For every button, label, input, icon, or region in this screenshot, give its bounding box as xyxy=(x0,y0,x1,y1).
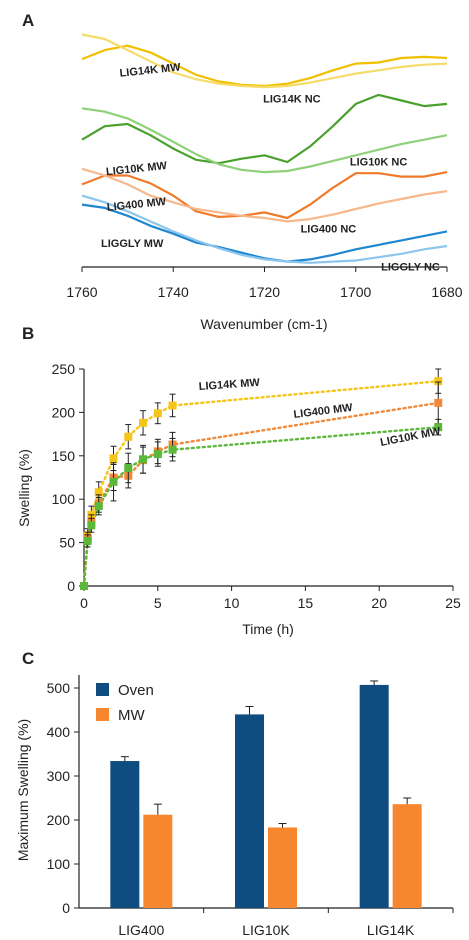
y-tick-label: 0 xyxy=(62,900,70,916)
bar-oven-lig14k xyxy=(359,684,389,908)
y-tick-label: 200 xyxy=(52,404,76,420)
spectrum-line-lig14k-nc xyxy=(81,33,448,89)
data-point-lig14k-mw xyxy=(153,409,162,418)
trend-line-lig400-mw xyxy=(82,401,440,588)
x-tick-label: 5 xyxy=(154,595,162,611)
y-tick-label: 400 xyxy=(47,724,71,740)
spectrum-line-lig10k-nc xyxy=(81,107,448,174)
y-tick-label: 200 xyxy=(47,812,71,828)
data-point-lig10k-mw xyxy=(139,455,148,464)
y-tick-label: 100 xyxy=(47,856,71,872)
data-point-lig14k-mw xyxy=(434,377,443,386)
panel-c-y-axis-title: Maximum Swelling (%) xyxy=(15,719,31,861)
data-point-lig10k-mw xyxy=(109,477,118,486)
y-tick-label: 300 xyxy=(47,768,71,784)
x-tick-label: 1700 xyxy=(340,284,371,300)
y-tick-label: 500 xyxy=(47,680,71,696)
category-label-lig14k: LIG14K xyxy=(367,922,415,938)
trend-line-lig10k-mw xyxy=(82,426,440,588)
x-tick-label: 0 xyxy=(80,595,88,611)
x-tick-label: 1740 xyxy=(158,284,189,300)
panel-a-plot-area: LIG14K MW LIG14K NC LIG10K MW LIG10K NC LIG4… xyxy=(81,33,448,274)
bar-mw-lig10k xyxy=(268,827,297,908)
data-point-lig10k-mw xyxy=(153,450,162,459)
legend-swatch-mw xyxy=(96,708,109,721)
bar-oven-lig400 xyxy=(110,761,140,908)
data-point-lig14k-mw xyxy=(168,401,177,410)
panel-c-plot-area: 0 100 200 300 400 500 LIG400 LIG10K LIG14K Oven MW xyxy=(47,675,454,938)
data-point-lig14k-mw xyxy=(139,418,148,427)
panel-a-letter: A xyxy=(22,11,34,30)
x-tick-label: 1680 xyxy=(431,284,462,300)
panel-b-letter: B xyxy=(22,324,34,343)
bar-mw-lig14k xyxy=(392,804,422,908)
x-tick-label: 1720 xyxy=(249,284,280,300)
y-tick-label: 250 xyxy=(52,361,76,377)
category-label-lig400: LIG400 xyxy=(118,922,164,938)
panel-c: C 0 100 200 300 400 500 LIG400 LIG10K LIG14K Oven… xyxy=(15,649,454,938)
y-tick-label: 50 xyxy=(59,535,75,551)
spectrum-line-lig400-nc xyxy=(81,167,448,223)
data-point-lig10k-mw xyxy=(80,582,88,590)
spectrum-line-lig10k-mw xyxy=(81,93,448,165)
data-point-lig10k-mw xyxy=(94,502,103,511)
series-label-lig10k-mw: LIG10K MW xyxy=(105,160,168,178)
bar-oven-lig10k xyxy=(235,714,264,908)
y-tick-label: 0 xyxy=(67,578,75,594)
data-point-lig10k-mw xyxy=(124,463,133,472)
bar-mw-lig400 xyxy=(143,814,173,908)
y-tick-label: 150 xyxy=(52,448,76,464)
series-label-lig14k-mw: LIG14K MW xyxy=(119,61,182,79)
series-label-lig400-nc: LIG400 NC xyxy=(301,224,357,236)
x-tick-label: 20 xyxy=(371,595,387,611)
trend-line-lig14k-mw xyxy=(82,380,440,588)
data-point-lig10k-mw xyxy=(83,536,92,545)
data-point-lig10k-mw xyxy=(87,521,96,530)
series-label-lig10k-nc: LIG10K NC xyxy=(350,156,408,168)
series-label-lig14k-nc: LIG14K NC xyxy=(263,94,321,106)
data-point-lig10k-mw xyxy=(434,423,443,432)
panel-b-y-axis-title: Swelling (%) xyxy=(16,449,32,527)
panel-a-x-axis-title: Wavenumber (cm-1) xyxy=(200,316,327,332)
x-tick-label: 10 xyxy=(224,595,240,611)
x-tick-label: 15 xyxy=(298,595,314,611)
x-tick-label: 25 xyxy=(445,595,461,611)
legend-label-oven: Oven xyxy=(118,682,154,699)
spectrum-line-liggly-nc xyxy=(81,194,448,264)
data-point-lig14k-mw xyxy=(94,488,103,497)
legend-label-mw: MW xyxy=(118,707,145,724)
data-point-lig14k-mw xyxy=(124,432,133,441)
x-tick-label: 1760 xyxy=(66,284,97,300)
data-point-lig400-mw xyxy=(434,398,443,407)
legend-swatch-oven xyxy=(96,683,109,696)
series-label-lig400-mw: LIG400 MW xyxy=(106,196,167,214)
panel-b-x-axis-title: Time (h) xyxy=(242,621,294,637)
series-label-lig14k-mw: LIG14K MW xyxy=(198,377,260,393)
category-label-lig10k: LIG10K xyxy=(242,922,290,938)
y-tick-label: 100 xyxy=(52,491,76,507)
data-point-lig10k-mw xyxy=(168,445,177,454)
spectrum-line-lig400-mw xyxy=(81,171,448,220)
series-label-liggly-mw: LIGGLY MW xyxy=(101,238,164,250)
panel-a-x-axis: 1760 1740 1720 1700 1680 xyxy=(66,266,463,300)
panel-c-letter: C xyxy=(22,649,34,668)
data-point-lig14k-mw xyxy=(109,454,118,463)
